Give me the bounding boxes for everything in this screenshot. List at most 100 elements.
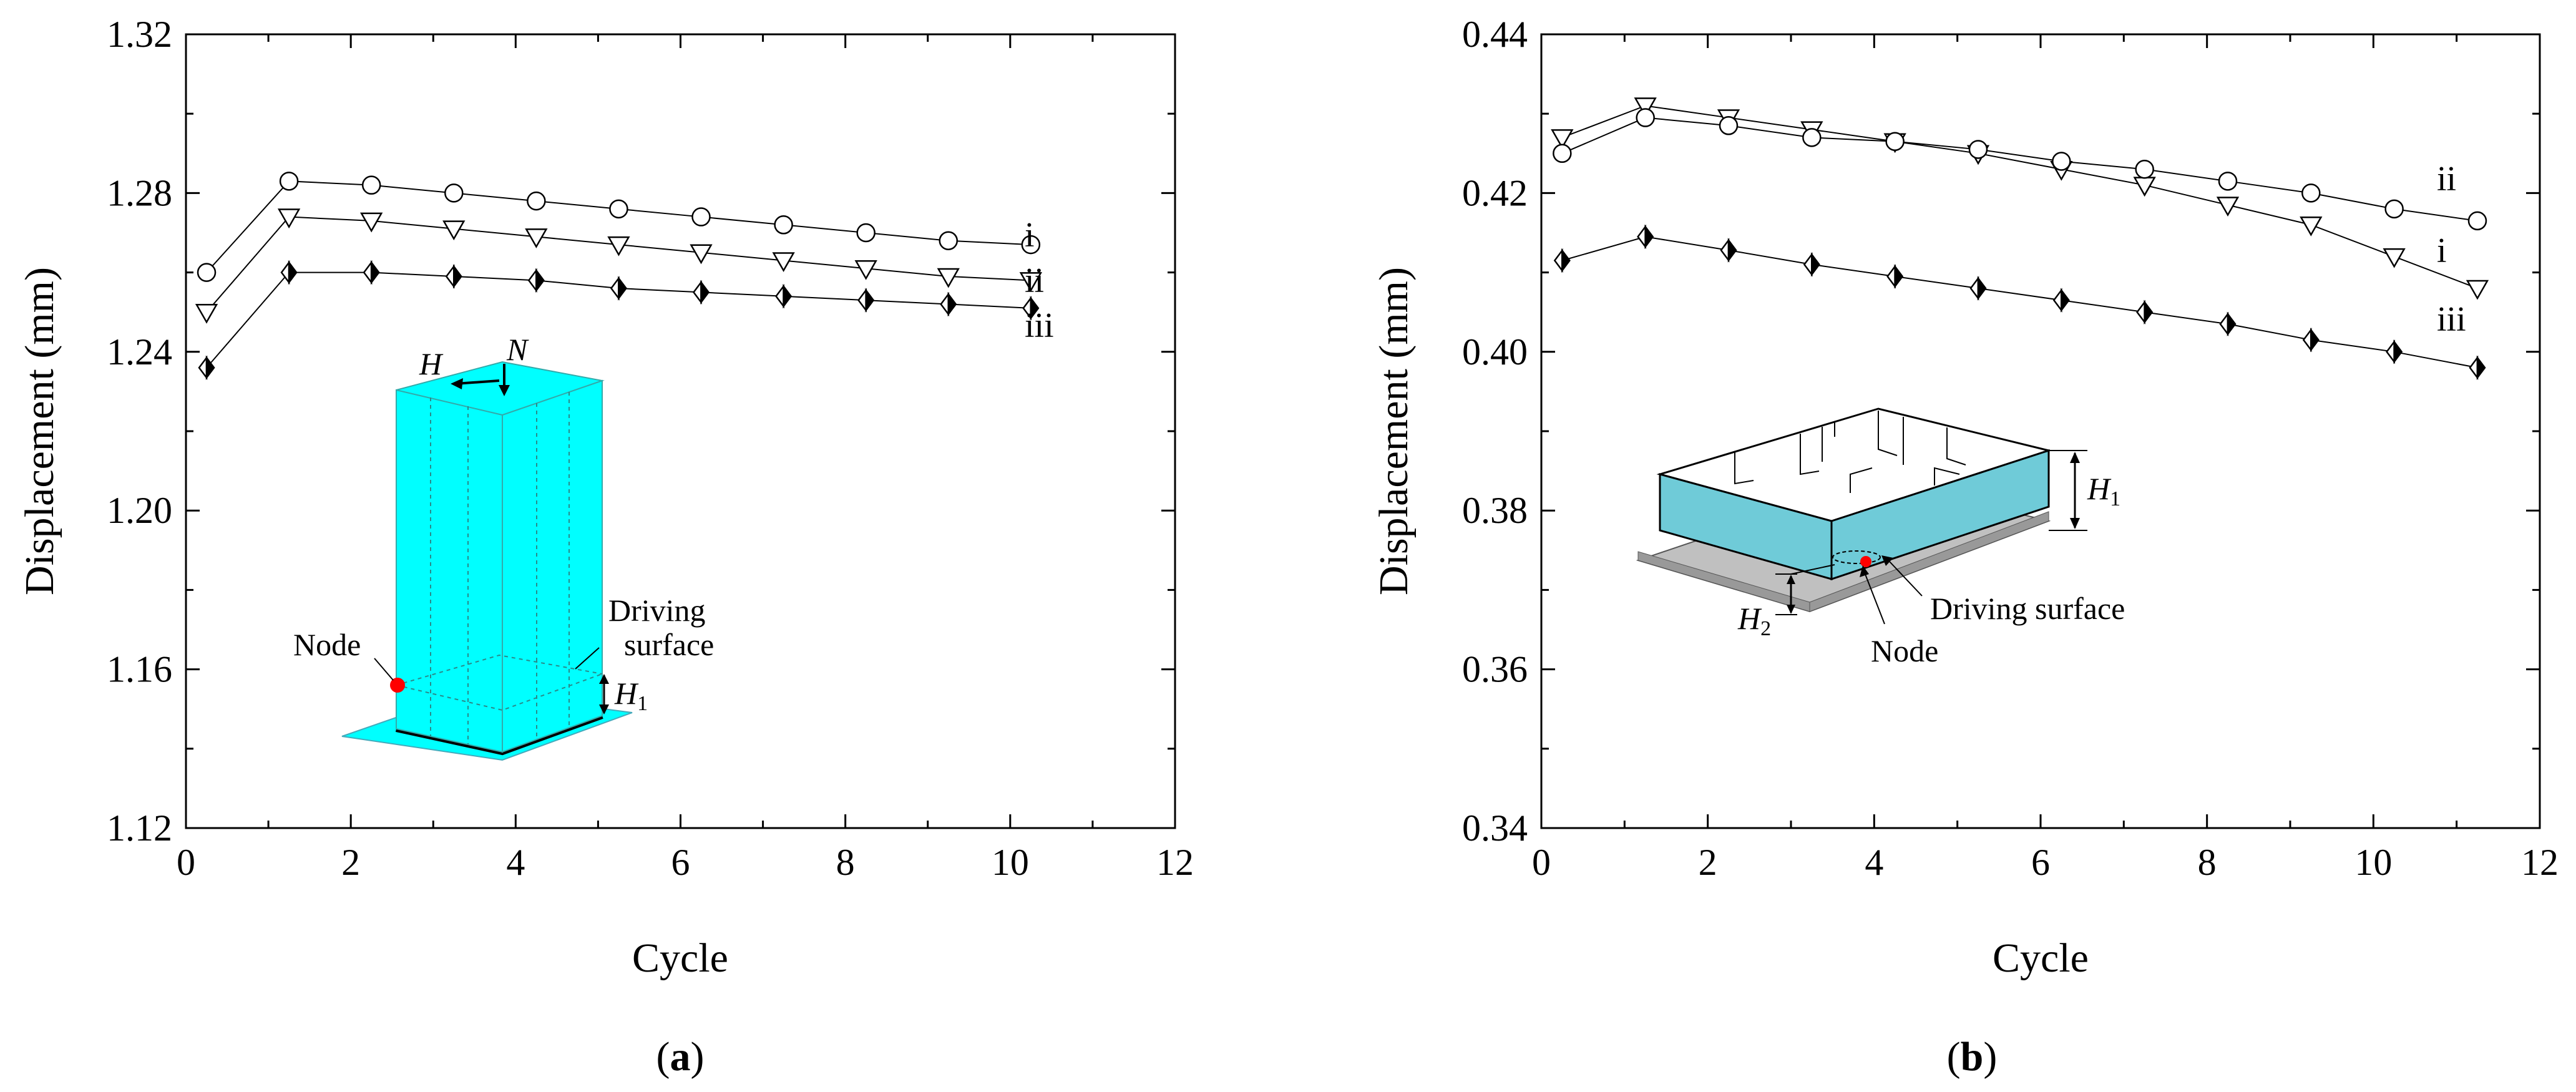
x-axis-title-a: Cycle (632, 935, 728, 981)
marker-point (527, 268, 545, 293)
series-markers-a (195, 172, 1043, 380)
ticks-a (185, 33, 1176, 829)
marker-point (2386, 339, 2403, 364)
marker-point (280, 260, 298, 285)
marker-point (2052, 152, 2071, 171)
marker-point (1636, 108, 1655, 127)
marker-point (361, 175, 381, 195)
marker-point (2136, 300, 2154, 324)
series-label-i: i (1025, 216, 1035, 255)
x-tick-label: 8 (836, 842, 855, 883)
marker-point (1022, 296, 1040, 321)
marker-point (2052, 288, 2070, 313)
y-tick-label: 0.42 (1462, 172, 1528, 213)
marker-point (442, 220, 466, 241)
marker-point (2302, 327, 2320, 353)
marker-point (445, 264, 462, 289)
marker-point (1021, 235, 1041, 255)
series-label-ii: ii (2437, 160, 2456, 198)
y-tick-label: 0.40 (1462, 331, 1528, 373)
series-line-i (1561, 105, 2478, 289)
marker-point (2301, 183, 2321, 203)
x-tick-label: 12 (1156, 842, 1194, 883)
panel-a: 0 2 4 6 8 10 121.121.161.201.241.281.32 iiiiii… (17, 14, 1194, 1080)
marker-point (772, 252, 795, 273)
marker-point (856, 223, 876, 243)
plot-frame-b (1540, 33, 2541, 829)
series-markers-b (1551, 97, 2489, 380)
marker-point (775, 284, 793, 309)
y-axis-title-b: Displacement (mm) (1371, 267, 1417, 595)
x-tick-label: 8 (2198, 842, 2217, 883)
x-tick-label: 12 (2521, 842, 2559, 883)
y-tick-label: 0.38 (1462, 490, 1528, 531)
inset-side-wall (1830, 449, 2050, 581)
marker-point (2218, 172, 2238, 191)
marker-point (197, 263, 217, 282)
marker-point (610, 276, 627, 301)
plot-frame-a (185, 33, 1176, 829)
inset-label-surface: surface (624, 627, 714, 662)
y-tick-label: 0.34 (1462, 807, 1528, 849)
marker-point (940, 291, 957, 317)
x-tick-label: 2 (1699, 842, 1717, 883)
inset-column-side (502, 379, 603, 753)
marker-point (692, 280, 710, 305)
inset-label-h1-b: H1 (2087, 471, 2120, 510)
marker-point (2300, 217, 2323, 236)
marker-point (198, 355, 215, 380)
x-axis-title-b: Cycle (1993, 935, 2089, 981)
marker-point (525, 228, 548, 248)
marker-point (195, 303, 218, 324)
inset-column-diagram: H N Node Driving surface H1 (293, 332, 714, 761)
series-lines-b (1561, 105, 2478, 369)
marker-point (939, 231, 959, 250)
marker-point (279, 172, 299, 191)
x-tick-label: 0 (1532, 842, 1551, 883)
marker-point (690, 244, 713, 265)
inset-node-marker-b (1860, 556, 1871, 567)
y-tick-label: 1.20 (107, 490, 172, 531)
series-label-ii: ii (1025, 261, 1044, 300)
marker-point (1969, 276, 1987, 301)
marker-point (1720, 238, 1737, 263)
marker-point (277, 208, 301, 229)
inset-node-marker (390, 678, 405, 693)
inset-label-node: Node (293, 627, 361, 662)
marker-point (774, 215, 793, 235)
x-tick-label: 6 (671, 842, 690, 883)
marker-point (2219, 311, 2237, 337)
ticks-b (1540, 33, 2541, 829)
y-tick-label: 1.32 (107, 14, 172, 55)
marker-point (527, 191, 546, 211)
marker-point (1968, 140, 1988, 159)
marker-point (1637, 224, 1654, 250)
marker-point (691, 207, 711, 227)
marker-point (444, 183, 464, 203)
series-label-iii: iii (2437, 300, 2466, 339)
marker-point (360, 212, 383, 233)
marker-point (1553, 248, 1571, 273)
inset-label-h2-b: H2 (1737, 601, 1771, 640)
series-label-iii: iii (1025, 306, 1054, 345)
series-line-ii (1561, 117, 2478, 222)
inset-column-top (396, 361, 605, 416)
marker-point (937, 268, 960, 288)
marker-point (1802, 128, 1822, 147)
tick-labels-b: 0 2 4 6 8 10 12 0.34 0.36 0.38 0.40 0.42 0.44 (1462, 14, 2559, 883)
x-tick-label: 10 (992, 842, 1029, 883)
inset-label-h1: H1 (614, 676, 648, 715)
series-line-iii (1562, 236, 2478, 369)
inset-box-diagram: Driving surface Node H1 H2 (1636, 407, 2125, 668)
x-tick-label: 0 (177, 842, 195, 883)
marker-point (1551, 129, 1574, 149)
inset-label-n: N (506, 332, 529, 367)
marker-point (2216, 197, 2240, 217)
marker-point (1885, 132, 1905, 151)
y-axis-title-a: Displacement (mm) (17, 267, 62, 595)
marker-point (1886, 264, 1904, 289)
marker-point (2467, 211, 2487, 231)
series-line-i (206, 180, 1031, 273)
